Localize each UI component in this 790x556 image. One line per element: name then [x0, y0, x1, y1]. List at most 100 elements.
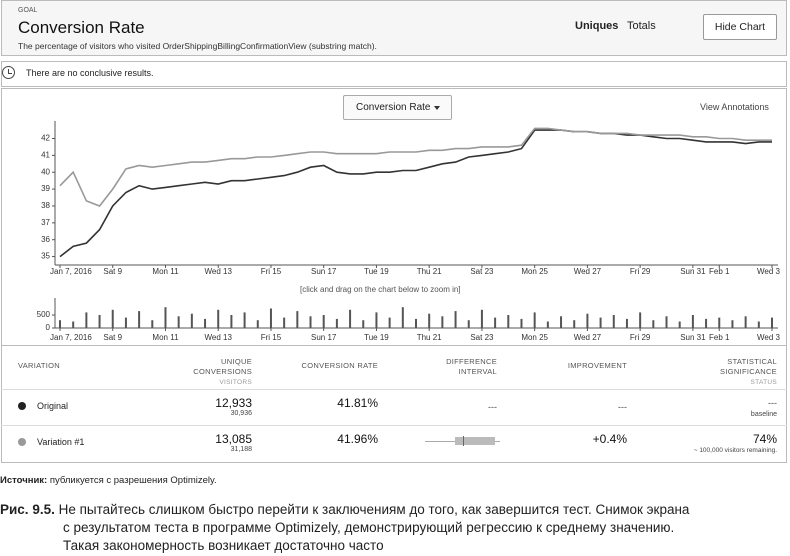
- x-tick-label: Sun 31: [680, 267, 706, 276]
- bar: [441, 316, 444, 328]
- hide-chart-button[interactable]: Hide Chart: [703, 14, 777, 40]
- x-tick-label: Sat 23: [470, 267, 494, 276]
- bar: [744, 316, 747, 328]
- bar: [665, 316, 668, 328]
- row-divider: [1, 389, 787, 390]
- improvement: ---: [618, 402, 627, 412]
- difference-interval: ---: [488, 402, 497, 412]
- significance: 74%: [752, 432, 777, 446]
- dropdown-label: Conversion Rate: [356, 102, 431, 113]
- y-tick-label: 38: [41, 201, 50, 210]
- bar: [771, 317, 773, 328]
- bar: [177, 316, 180, 328]
- bar: [560, 316, 563, 328]
- bar: [375, 312, 378, 328]
- chart-panel: [1, 88, 787, 346]
- column-header-sub: VISITORS: [219, 379, 252, 386]
- x-tick-label: Fri 15: [261, 267, 282, 276]
- bar: [454, 311, 457, 328]
- column-header: DIFFERENCE INTERVAL: [446, 357, 497, 376]
- x-tick-label: Fri 29: [630, 267, 651, 276]
- y-tick-label: 35: [41, 252, 50, 261]
- bar: [138, 311, 141, 328]
- y-tick-label: 41: [41, 150, 50, 159]
- bar: [507, 315, 510, 328]
- bar: [296, 311, 299, 328]
- x-tick-label: Thu 21: [417, 333, 442, 342]
- bar: [204, 318, 207, 328]
- bar: [705, 318, 708, 328]
- bar: [731, 320, 734, 328]
- row-divider: [1, 425, 787, 426]
- bar: [283, 317, 286, 328]
- results-table: [1, 345, 787, 463]
- source-label: Источник:: [0, 475, 48, 486]
- bar: [85, 312, 88, 328]
- bar: [190, 313, 193, 328]
- y-tick-label: 36: [41, 235, 50, 244]
- bar: [573, 320, 576, 328]
- significance: ---: [768, 398, 777, 408]
- visitors: 31,188: [230, 446, 252, 453]
- bar: [362, 320, 365, 328]
- column-header: UNIQUE CONVERSIONS VISITORS: [182, 357, 252, 388]
- conversions: 12,933: [215, 396, 252, 410]
- caption-label: Рис. 9.5.: [0, 502, 55, 517]
- x-tick-label: Tue 19: [364, 333, 389, 342]
- goal-subtitle: The percentage of visitors who visited O…: [18, 41, 377, 51]
- column-header: VARIATION: [18, 361, 61, 370]
- column-header: STATISTICAL SIGNIFICANCE STATUS: [697, 357, 777, 388]
- bar: [243, 312, 246, 328]
- chart: 35 36 37 38 39 40 41 42 Jan 7, 2016 Sat 9 Mon 11 We…: [37, 121, 781, 342]
- column-header: CONVERSION RATE: [301, 361, 378, 370]
- variation-dot: [18, 402, 26, 410]
- bar: [72, 321, 75, 328]
- tab[interactable]: Uniques: [575, 20, 619, 32]
- bar: [401, 307, 404, 328]
- bar: [546, 321, 549, 328]
- bar: [718, 317, 721, 328]
- x-tick-label: Wed 27: [574, 333, 602, 342]
- conversion-rate: 41.96%: [337, 432, 378, 446]
- bar: [428, 313, 431, 328]
- x-tick-label: Jan 7, 2016: [50, 333, 92, 342]
- caption-line: с результатом теста в программе Optimize…: [63, 520, 675, 535]
- x-tick-label: Sun 17: [311, 333, 337, 342]
- view-annotations[interactable]: View Annotations: [700, 102, 769, 112]
- improvement: +0.4%: [592, 432, 627, 446]
- bar: [269, 308, 272, 328]
- x-tick-label: Wed 3: [757, 267, 781, 276]
- x-tick-label: Mon 25: [521, 333, 548, 342]
- status-text: There are no conclusive results.: [26, 68, 154, 78]
- tab[interactable]: Totals: [627, 20, 656, 32]
- x-tick-label: Wed 13: [205, 267, 233, 276]
- conversion-rate: 41.81%: [337, 396, 378, 410]
- column-header-title: UNIQUE CONVERSIONS: [193, 357, 252, 376]
- bar: [124, 317, 127, 328]
- x-tick-label: Wed 27: [574, 267, 602, 276]
- x-tick-label: Sun 17: [311, 267, 337, 276]
- bar: [625, 318, 628, 328]
- x-tick-label: Wed 13: [205, 333, 233, 342]
- x-tick-label: Fri 15: [261, 333, 282, 342]
- column-header-title: STATISTICAL SIGNIFICANCE: [720, 357, 777, 376]
- x-tick-label: Sat 23: [470, 333, 494, 342]
- status: baseline: [750, 411, 777, 418]
- bar: [217, 309, 220, 328]
- y-tick-label: 40: [41, 167, 50, 176]
- goal-title: Conversion Rate: [18, 18, 145, 37]
- bar: [691, 315, 694, 328]
- x-tick-label: Jan 7, 2016: [50, 267, 92, 276]
- column-header-sub: STATUS: [750, 379, 777, 386]
- bar: [335, 318, 338, 328]
- x-tick-label: Sat 9: [103, 267, 122, 276]
- bar: [322, 315, 325, 328]
- zoom-hint: [click and drag on the chart below to zo…: [300, 285, 461, 294]
- caption-text: Не пытайтесь слишком быстро перейти к за…: [58, 502, 690, 517]
- bar: [415, 318, 417, 328]
- visitors: 30,936: [230, 410, 252, 417]
- bar: [164, 307, 167, 328]
- x-tick-label: Thu 21: [417, 267, 442, 276]
- series-line: [59, 129, 772, 258]
- metric-dropdown[interactable]: Conversion Rate: [343, 95, 452, 120]
